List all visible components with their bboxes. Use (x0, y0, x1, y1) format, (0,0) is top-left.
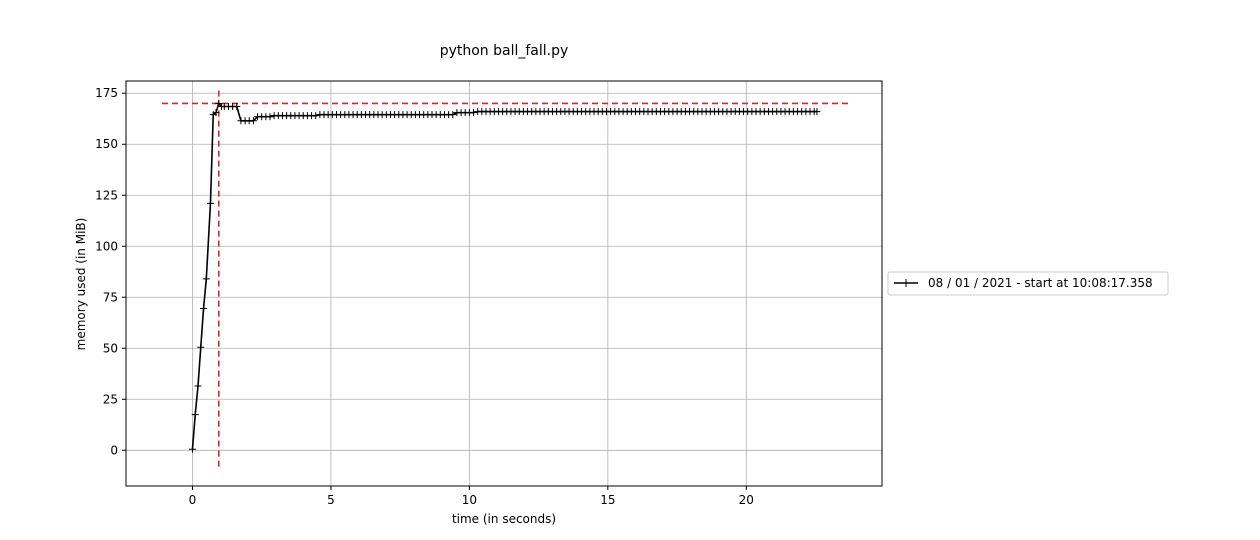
legend: 08 / 01 / 2021 - start at 10:08:17.358 (887, 271, 1169, 296)
data-point-marker (249, 117, 257, 125)
plot-frame (125, 80, 883, 487)
data-point-marker (470, 109, 478, 117)
x-axis-label: time (in seconds) (452, 512, 556, 526)
y-tick-label: 175 (95, 86, 118, 100)
chart-title: python ball_fall.py (440, 43, 569, 59)
x-tick-label: 15 (600, 493, 615, 507)
data-point-marker (266, 113, 274, 121)
data-point-marker (202, 275, 210, 283)
legend-entry-text: 08 / 01 / 2021 - start at 10:08:17.358 (928, 276, 1153, 290)
data-point-marker (194, 382, 202, 390)
y-tick-label: 0 (110, 443, 118, 457)
data-point-marker (212, 109, 220, 117)
data-point-marker (188, 445, 196, 453)
y-axis: 0 25 50 75 100 125 150 175 (95, 86, 126, 457)
legend-box (887, 271, 1169, 296)
data-point-marker (449, 111, 457, 119)
y-tick-label: 50 (103, 341, 118, 355)
data-point-marker (200, 304, 208, 312)
data-series (188, 99, 821, 453)
y-tick-label: 100 (95, 239, 118, 253)
y-axis-label: memory used (in MiB) (74, 218, 88, 351)
data-point-marker (191, 411, 199, 419)
x-axis: 0 5 10 15 20 (189, 486, 754, 507)
data-point-marker (312, 112, 320, 120)
x-tick-label: 5 (327, 493, 335, 507)
x-tick-label: 0 (189, 493, 197, 507)
y-tick-label: 25 (103, 392, 118, 406)
y-tick-label: 150 (95, 137, 118, 151)
y-tick-label: 75 (103, 290, 118, 304)
x-tick-label: 10 (462, 493, 477, 507)
x-tick-label: 20 (739, 493, 754, 507)
grid-lines (126, 81, 882, 486)
reference-lines (162, 87, 849, 467)
data-point-marker (813, 108, 821, 116)
data-point-marker (206, 199, 214, 207)
data-point-marker (197, 343, 205, 351)
legend-plus-marker (902, 279, 910, 287)
y-tick-label: 125 (95, 188, 118, 202)
data-point-marker (233, 103, 241, 111)
